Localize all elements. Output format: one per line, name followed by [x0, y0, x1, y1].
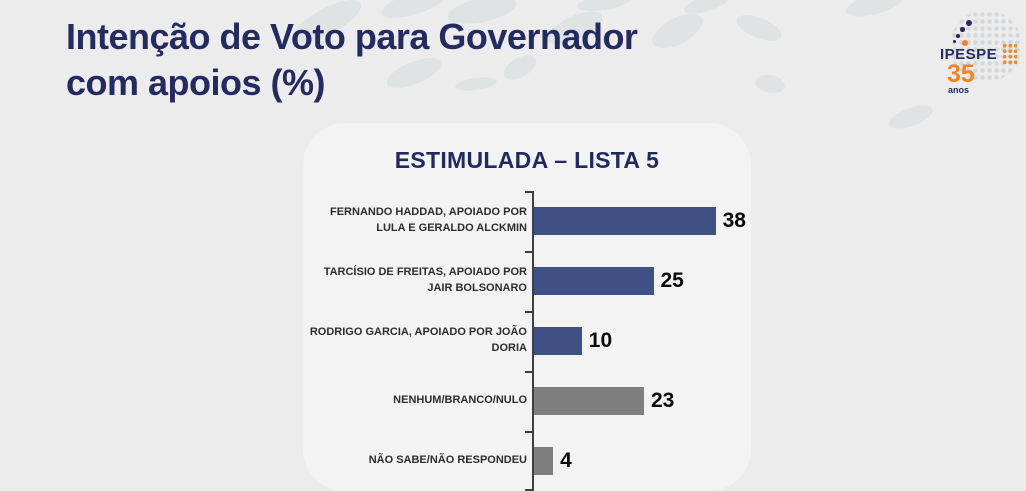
- logo-years-label: anos: [948, 85, 970, 95]
- background-blob: [753, 72, 787, 96]
- globe-orange-dots-icon: [1002, 43, 1017, 64]
- bar-value-label: 25: [660, 269, 684, 292]
- bar-value-label: 4: [560, 449, 572, 472]
- logo-spark-dot-icon: [956, 34, 960, 38]
- axis-tick: [525, 251, 532, 253]
- bar-value-label: 10: [588, 329, 613, 352]
- chart-card: ESTIMULADA – LISTA 5 FERNANDO HADDAD, AP…: [303, 123, 751, 491]
- chart-rows: FERNANDO HADDAD, APOIADO POR LULA E GERA…: [303, 191, 751, 491]
- ipespe-logo: IPESPE 35 anos: [930, 5, 1026, 97]
- bar-row: NÃO SABE/NÃO RESPONDEU 4: [303, 431, 751, 491]
- page-title-line1: Intenção de Voto para Governador: [66, 16, 638, 57]
- chart-title: ESTIMULADA – LISTA 5: [394, 147, 660, 173]
- bar: [534, 447, 554, 475]
- category-label: FERNANDO HADDAD, APOIADO POR LULA E GERA…: [330, 206, 527, 234]
- logo-spark-dot-orange-icon: [962, 40, 968, 46]
- logo-spark-dot-icon: [960, 27, 965, 32]
- bar: [534, 327, 582, 355]
- page-title-line2: com apoios (%): [66, 62, 326, 103]
- logo-spark-dot-icon: [953, 40, 956, 43]
- y-axis-line: [532, 191, 534, 491]
- bar-row: FERNANDO HADDAD, APOIADO POR LULA E GERA…: [303, 191, 751, 251]
- background-blob: [843, 0, 907, 22]
- category-label: NÃO SABE/NÃO RESPONDEU: [368, 454, 527, 467]
- bar-value-label: 23: [650, 389, 675, 412]
- bar-row: RODRIGO GARCIA, APOIADO POR JOÃO DORIA 10: [303, 311, 751, 371]
- bar-value-label: 38: [722, 209, 746, 232]
- background-blob: [886, 100, 936, 134]
- logo-brand-text: IPESPE: [940, 46, 998, 63]
- axis-tick: [525, 489, 532, 491]
- axis-tick: [525, 191, 532, 193]
- bar: [534, 387, 644, 415]
- axis-tick: [525, 311, 532, 313]
- logo-spark-dot-icon: [966, 20, 972, 26]
- background-blob: [647, 6, 708, 56]
- axis-tick: [525, 371, 532, 373]
- page-title: Intenção de Voto para Governador com apo…: [66, 14, 638, 106]
- category-label: RODRIGO GARCIA, APOIADO POR JOÃO DORIA: [309, 326, 527, 354]
- axis-tick: [525, 431, 532, 433]
- category-label: TARCÍSIO DE FREITAS, APOIADO POR JAIR BO…: [323, 266, 527, 294]
- category-label: NENHUM/BRANCO/NULO: [393, 394, 527, 407]
- bar: [534, 207, 716, 235]
- background-blob: [733, 9, 785, 47]
- bar: [534, 267, 654, 295]
- bar-row: NENHUM/BRANCO/NULO 23: [303, 371, 751, 431]
- bar-row: TARCÍSIO DE FREITAS, APOIADO POR JAIR BO…: [303, 251, 751, 311]
- logo-years-text: 35: [947, 60, 975, 88]
